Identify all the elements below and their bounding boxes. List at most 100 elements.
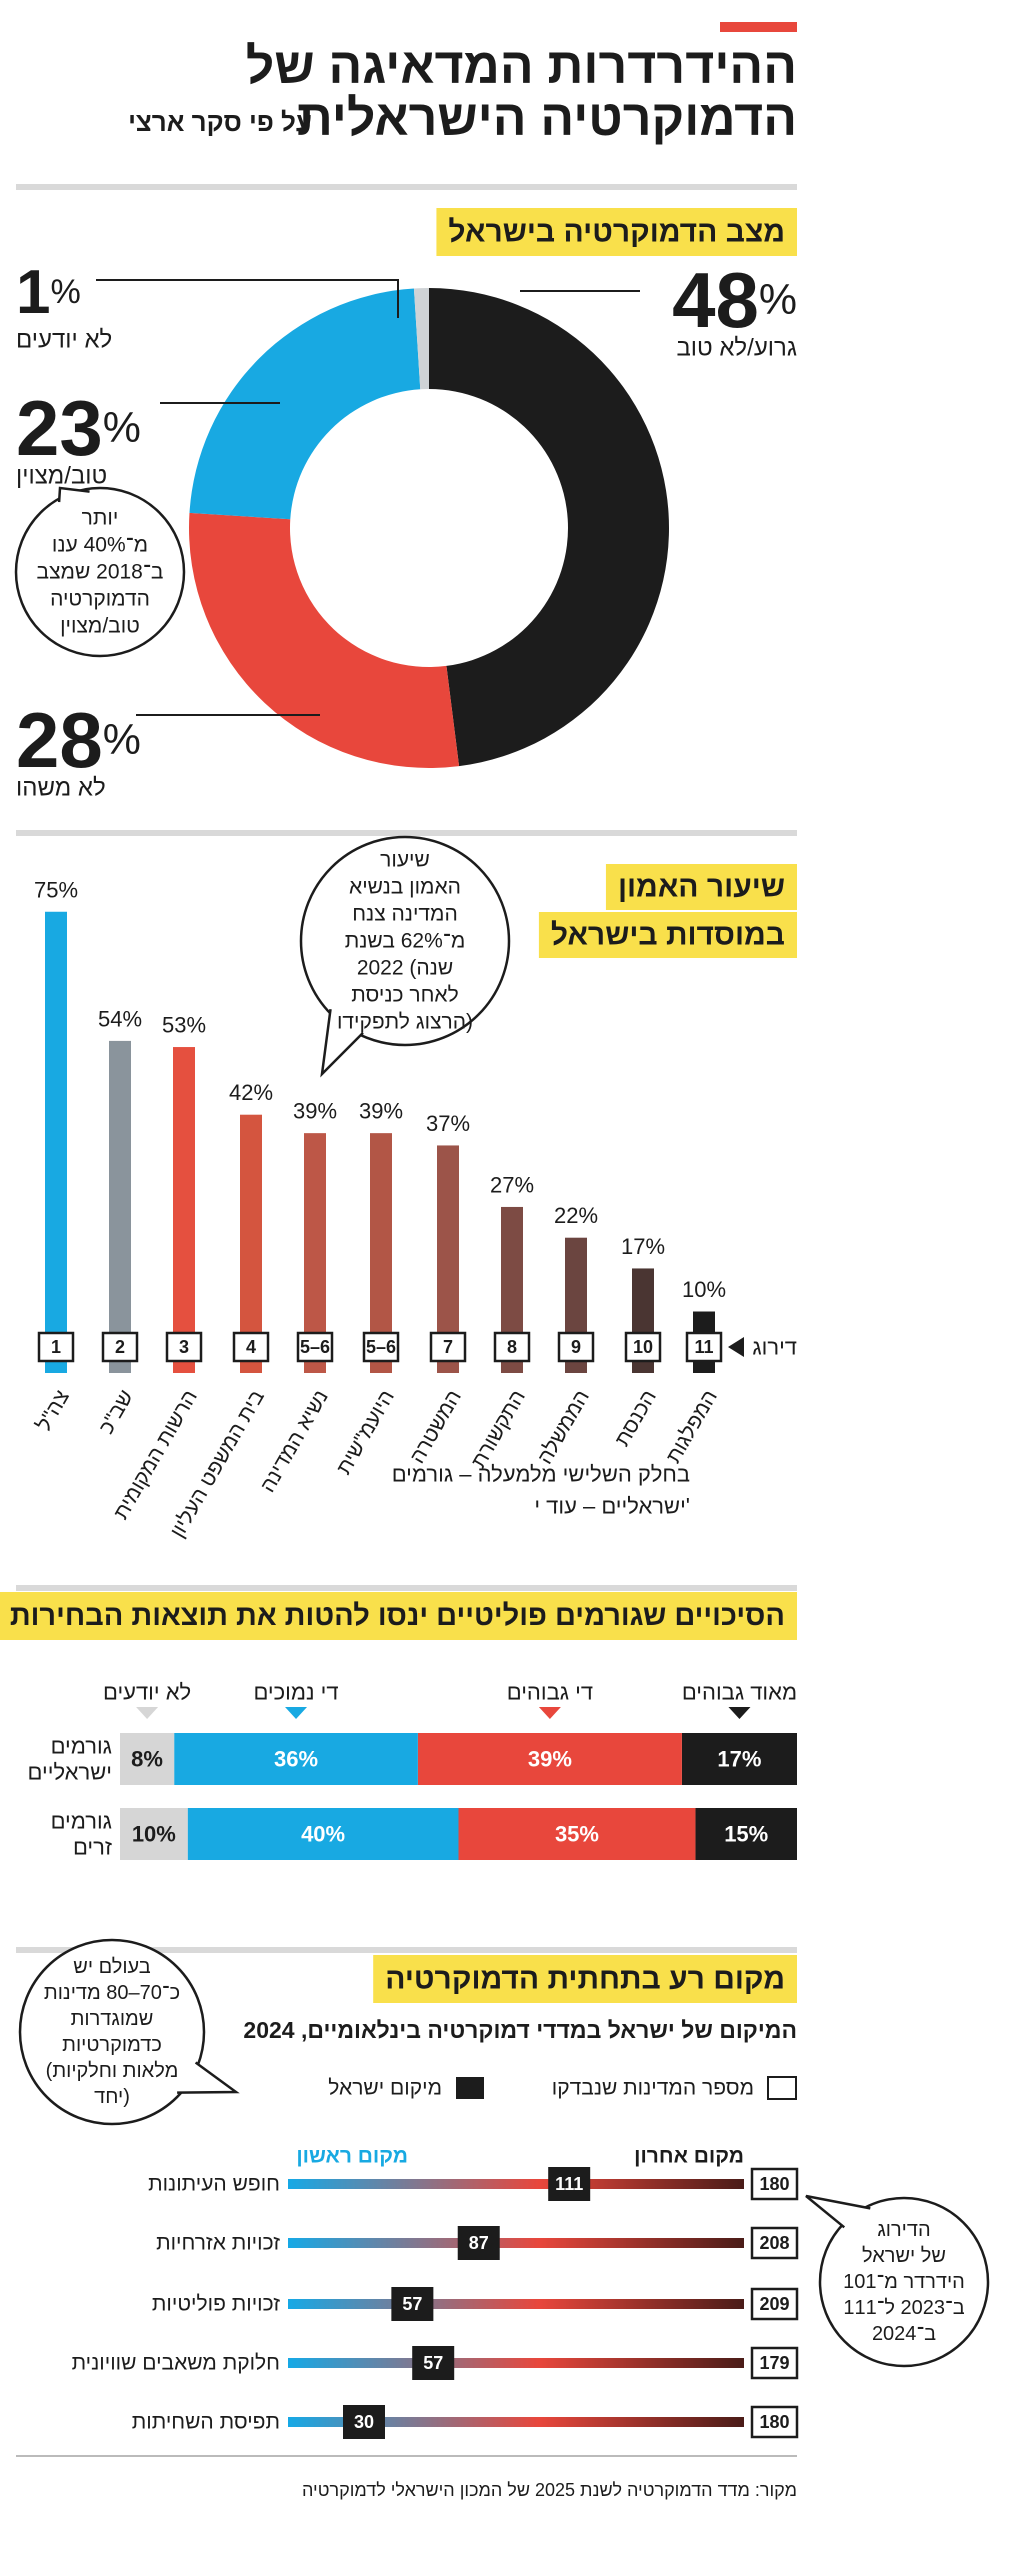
bubble-text: של ישראל (862, 2245, 946, 2267)
rank-title: דירוג (752, 1335, 797, 1360)
bar (501, 1206, 523, 1373)
value-label: 28% (16, 696, 141, 784)
value-label: 39% (528, 1747, 572, 1772)
total-box (750, 2405, 799, 2439)
total-label: 208 (759, 2233, 789, 2253)
rank-label: 1 (51, 1337, 61, 1357)
rank-box (362, 1331, 400, 1363)
rank-box (101, 1331, 139, 1363)
total-box (750, 2287, 799, 2321)
bubble-tail (57, 486, 90, 503)
total-box (750, 2346, 799, 2380)
axis-label: מקום ראשון (296, 2145, 408, 2168)
total-label: 180 (759, 2174, 789, 2194)
value-label: 39% (359, 1099, 403, 1124)
separator (16, 2455, 797, 2457)
bar (45, 911, 67, 1373)
bar (109, 1040, 131, 1373)
bubble-text: לאחר כניסת (351, 984, 459, 1007)
speech-bubble (18, 1938, 206, 2126)
value-label: 8% (131, 1747, 163, 1772)
value-label: 37% (426, 1111, 470, 1136)
bar-segment (120, 1733, 175, 1785)
value-label: 48% (672, 256, 797, 344)
title-highlight (373, 1955, 797, 2003)
bar-segment (120, 1808, 188, 1860)
value-label: 22% (554, 1203, 598, 1228)
rank-label: 57 (402, 2294, 422, 2314)
rank-track (288, 2299, 744, 2309)
speech-bubble (299, 835, 511, 1047)
rank-marker (548, 2167, 591, 2201)
rank-label: 5–6 (366, 1337, 396, 1357)
rank-label: 8 (507, 1337, 517, 1357)
rank-label: 11 (694, 1337, 713, 1357)
bar-segment (417, 1733, 682, 1785)
value-label: 53% (162, 1013, 206, 1038)
value-label: 10% (682, 1277, 726, 1302)
speech-bubble (818, 2196, 990, 2368)
bubble-tail (320, 1009, 364, 1078)
rank-marker (343, 2405, 385, 2439)
row-label: גורמים (51, 1734, 112, 1759)
subtitle: על פי סקר ארצי (128, 107, 312, 137)
value-label: 27% (490, 1172, 534, 1197)
category-label: חלוקת משאבים שוויונית (72, 2352, 280, 2375)
title-highlight (538, 912, 797, 958)
value-label: 36% (274, 1747, 318, 1772)
rank-marker (457, 2226, 500, 2260)
bubble-text: האמון בנשיא (349, 876, 461, 899)
bubble-text: שיעור (380, 849, 430, 872)
bubble-text: טוב/מצוין (60, 615, 140, 638)
bar-segment (681, 1733, 797, 1785)
total-label: 179 (759, 2353, 789, 2373)
separator (16, 184, 797, 190)
legend-marker (728, 1707, 751, 1719)
rank-box (493, 1331, 531, 1363)
bubble-text: כ־70–80 מדינות (44, 1982, 180, 2004)
rank-box (296, 1331, 334, 1363)
bubble-text: בעולם יש (73, 1956, 151, 1978)
category-label: שב"כ (95, 1386, 138, 1438)
section-title: מצב הדמוקרטיה בישראל (448, 216, 785, 249)
note: ישראליים – עוד י' (534, 1494, 690, 1519)
value-label: 23% (16, 384, 141, 472)
rank-pointer (728, 1337, 744, 1357)
bar-segment (695, 1808, 797, 1860)
value-label: 10% (132, 1822, 176, 1847)
legend-marker (285, 1707, 308, 1719)
legend-marker (538, 1707, 561, 1719)
rank-box (624, 1331, 662, 1363)
category-label: התקשורת (467, 1386, 530, 1472)
total-box (750, 2167, 799, 2201)
category-label: היועמ"שית (332, 1386, 399, 1478)
category-label: צה"ל (32, 1386, 74, 1435)
category-label: זכויות אזרחיות (156, 2232, 280, 2255)
value-label: 17% (621, 1234, 665, 1259)
category-label: חופש העיתונות (148, 2173, 280, 2196)
bar-segment (174, 1733, 418, 1785)
category-label: זכויות פוליטיות (152, 2293, 280, 2316)
value-label: 17% (717, 1747, 761, 1772)
rank-label: 7 (443, 1337, 453, 1357)
category-label: גרוע/לא טוב (676, 335, 797, 362)
bubble-text: הדמוקרטיה (50, 588, 150, 611)
legend-swatch (767, 2076, 797, 2100)
title-highlight (0, 1592, 797, 1640)
legend-label: מספר המדינות שנבדקו (552, 2077, 754, 2100)
category-label: הכנסת (611, 1386, 661, 1450)
rank-label: 4 (246, 1337, 256, 1357)
axis-label: מקום אחרון (634, 2145, 744, 2168)
section-title: הסיכויים שגורמים פוליטיים ינסו להטות את … (10, 1600, 785, 1632)
bubble-text: הידרדר מ־101 (843, 2271, 965, 2293)
total-box (750, 2226, 799, 2260)
rank-box (232, 1331, 270, 1363)
bubble-text: הרצוג לתפקידו) (337, 1011, 473, 1034)
note: בחלק השלישי מלמעלה – גורמים (392, 1462, 690, 1487)
value-label: 75% (34, 877, 78, 902)
leader-line (96, 279, 399, 318)
bubble-text: כדמוקרטיות (62, 2034, 162, 2056)
legend-label: מאוד גבוהים (682, 1680, 797, 1705)
category-label: הממשלה (533, 1386, 594, 1468)
